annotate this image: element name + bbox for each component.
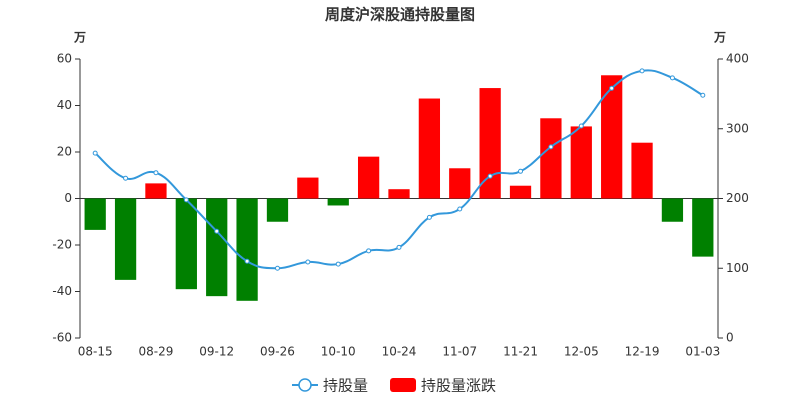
x-tick-label: 10-10	[321, 345, 356, 359]
line-marker	[518, 168, 524, 174]
line-marker	[700, 92, 706, 98]
bar	[601, 75, 623, 199]
bar	[388, 189, 410, 199]
bar	[206, 198, 228, 297]
bar	[327, 198, 349, 206]
line-marker	[123, 175, 129, 181]
y-tick-label: -20	[52, 238, 72, 252]
line-marker	[153, 170, 159, 176]
line-marker	[578, 123, 584, 129]
chart-title: 周度沪深股通持股量图	[325, 6, 475, 24]
bar	[661, 198, 684, 222]
y-unit: 万	[73, 31, 86, 45]
y-tick-label: 0	[64, 191, 72, 205]
x-tick-label: 08-15	[78, 345, 113, 359]
legend-label: 持股量	[323, 377, 368, 395]
y-tick-label: 20	[57, 145, 72, 159]
line-marker	[426, 214, 432, 220]
legend-icon	[390, 378, 417, 392]
bar	[357, 156, 380, 199]
x-tick-label: 09-26	[260, 345, 295, 359]
line-marker	[366, 248, 372, 254]
bar	[297, 177, 319, 199]
x-tick-label: 01-03	[685, 345, 720, 359]
bar	[692, 198, 714, 257]
legend-label: 持股量涨跌	[421, 377, 496, 395]
y2-tick-label: 300	[726, 121, 749, 135]
line-marker	[92, 150, 98, 156]
bar	[449, 168, 471, 199]
line-marker	[183, 197, 189, 203]
bar	[266, 198, 289, 222]
y2-tick-label: 400	[726, 52, 749, 66]
line-marker	[274, 265, 280, 271]
line-marker	[548, 144, 554, 150]
y2-tick-label: 100	[726, 261, 749, 275]
x-tick-label: 11-07	[442, 345, 477, 359]
x-tick-label: 12-05	[564, 345, 599, 359]
y-tick-label: 40	[57, 98, 72, 112]
x-tick-label: 10-24	[382, 345, 417, 359]
line-marker	[396, 244, 402, 250]
y-tick-label: 60	[57, 52, 72, 66]
x-tick-label: 11-21	[503, 345, 538, 359]
bar	[175, 198, 197, 290]
line-marker	[214, 228, 220, 234]
y-tick-label: -40	[52, 284, 72, 298]
line-marker	[457, 206, 463, 212]
y2-tick-label: 200	[726, 191, 749, 205]
bar	[418, 98, 441, 199]
bar	[631, 142, 653, 199]
line-marker	[669, 75, 675, 81]
line-marker	[335, 261, 341, 267]
y2-tick-label: 0	[726, 331, 734, 345]
x-tick-label: 08-29	[139, 345, 174, 359]
line-marker	[639, 68, 645, 74]
bar	[236, 198, 258, 301]
x-tick-label: 09-12	[199, 345, 234, 359]
bar	[540, 118, 562, 199]
y2-unit: 万	[713, 31, 726, 45]
line-marker	[244, 258, 250, 264]
line-marker	[487, 173, 493, 179]
line-marker	[305, 259, 311, 265]
x-tick-label: 12-19	[625, 345, 660, 359]
bar	[479, 88, 501, 199]
bar	[145, 183, 167, 199]
bar	[84, 198, 106, 230]
legend-icon	[298, 378, 312, 392]
y-tick-label: -60	[52, 331, 72, 345]
bar	[509, 185, 532, 199]
bar	[570, 126, 592, 199]
bar	[114, 198, 137, 280]
line-marker	[609, 85, 615, 91]
